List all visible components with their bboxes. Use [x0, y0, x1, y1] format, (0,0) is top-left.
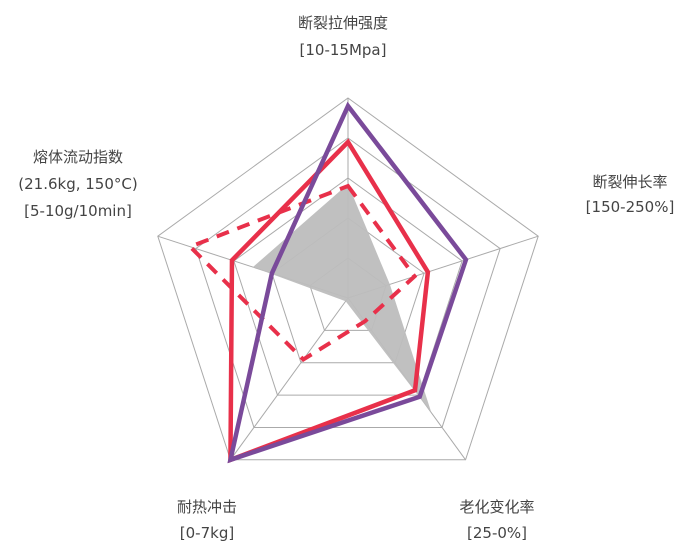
axis-label-tensile-strength: 断裂拉伸强度 [10-15Mpa] [298, 14, 388, 59]
grid-ring [157, 97, 539, 461]
axis-name: 熔体流动指数 [33, 148, 123, 166]
radar-series [186, 101, 469, 464]
grid-spoke [230, 297, 349, 461]
grid-ring [195, 137, 501, 428]
axis-label-elongation: 断裂伸长率 [150-250%] [586, 173, 675, 216]
axis-name: 断裂伸长率 [592, 173, 667, 191]
series-area-1 [252, 184, 432, 413]
axis-label-heat-shock: 耐热冲击 [0-7kg] [177, 498, 237, 542]
axis-range: (21.6kg, 150°C) [18, 175, 137, 193]
series-line-4 [227, 101, 469, 464]
axis-range: [25-0%] [467, 524, 527, 542]
series-line-3 [228, 138, 431, 464]
series-line-2 [186, 183, 418, 363]
axis-label-aging-change: 老化变化率 [25-0%] [459, 498, 534, 542]
axis-name: 老化变化率 [459, 498, 534, 516]
axis-range: [150-250%] [586, 198, 675, 216]
axis-name: 断裂拉伸强度 [298, 14, 388, 32]
axis-label-melt-flow-index: 熔体流动指数 (21.6kg, 150°C) [5-10g/10min] [18, 148, 137, 220]
axis-range: [0-7kg] [180, 524, 234, 542]
axis-name: 耐热冲击 [177, 498, 237, 516]
grid-ring [233, 177, 463, 396]
axis-range: [10-15Mpa] [300, 41, 387, 59]
axis-range-2: [5-10g/10min] [24, 202, 132, 220]
